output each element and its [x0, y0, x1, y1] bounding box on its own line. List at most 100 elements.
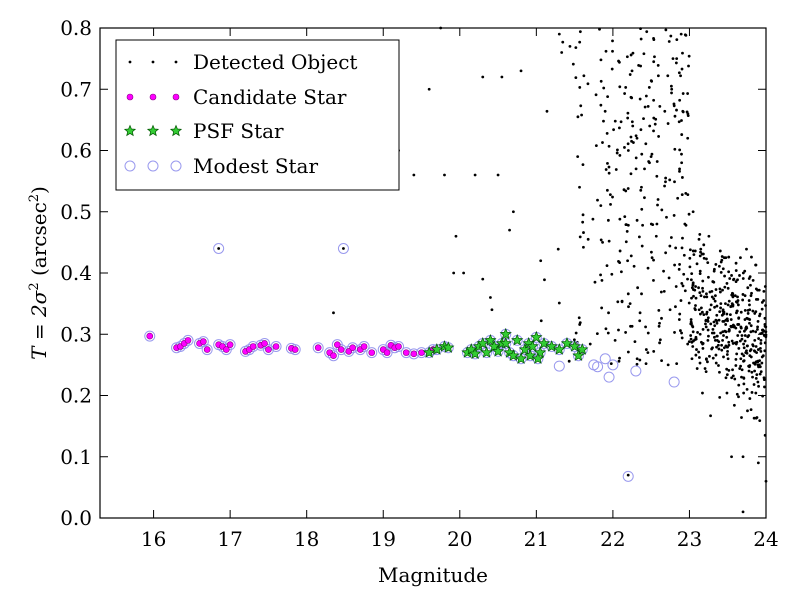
detected-object-point	[618, 217, 622, 221]
detected-object-point	[751, 278, 755, 282]
detected-object-point	[734, 326, 738, 330]
detected-object-point	[635, 357, 639, 361]
detected-object-point	[618, 126, 621, 130]
detected-object-point	[582, 245, 585, 249]
detected-object-point	[740, 375, 743, 379]
detected-object-point	[742, 359, 746, 362]
detected-object-point	[631, 124, 635, 128]
detected-object-point	[732, 325, 735, 329]
detected-object-point	[668, 244, 672, 248]
detected-object-point	[727, 343, 731, 347]
detected-object-point	[727, 329, 731, 333]
detected-object-point	[678, 167, 681, 171]
detected-object-point	[690, 357, 694, 361]
detected-object-point	[748, 397, 752, 400]
detected-object-point	[634, 156, 638, 160]
modest-star-point	[144, 330, 156, 342]
detected-object-point	[686, 277, 689, 281]
detected-object-point	[481, 75, 485, 79]
x-tick-label: 18	[294, 527, 319, 551]
detected-object-point	[695, 262, 699, 266]
detected-object-point	[690, 296, 693, 300]
detected-object-point	[673, 147, 677, 151]
psf-star-point	[531, 352, 544, 364]
detected-object-point	[626, 350, 630, 354]
detected-object-point	[704, 357, 708, 361]
detected-object-point	[496, 173, 500, 177]
candidate-star-point	[223, 346, 230, 353]
detected-object-point	[679, 299, 683, 302]
detected-object-point	[749, 408, 753, 411]
detected-object-point	[754, 263, 758, 267]
detected-object-point	[618, 356, 621, 360]
detected-object-point	[706, 316, 710, 320]
detected-object-point	[617, 359, 621, 363]
detected-object-point	[762, 289, 766, 293]
y-tick-label: 0.8	[60, 16, 92, 40]
detected-object-point	[753, 312, 757, 315]
detected-object-point	[677, 267, 681, 271]
detected-object-point	[640, 185, 643, 189]
detected-object-point	[760, 355, 764, 359]
detected-object-point	[737, 395, 740, 399]
detected-object-point	[694, 285, 697, 288]
detected-object-point	[719, 260, 723, 264]
detected-object-point	[605, 131, 609, 135]
detected-object-point	[646, 351, 650, 355]
detected-object-point	[717, 264, 721, 268]
plot-frame	[99, 27, 767, 519]
detected-object-point	[733, 377, 737, 381]
detected-object-point	[652, 37, 655, 40]
detected-object-point	[574, 76, 578, 80]
detected-object-point	[757, 288, 761, 292]
detected-object-point	[656, 74, 660, 78]
detected-object-point	[581, 220, 585, 224]
legend-marker-psf	[169, 124, 183, 137]
detected-object-point	[748, 303, 751, 307]
y-tick-label: 0.2	[60, 384, 92, 408]
detected-object-point	[643, 105, 647, 109]
detected-object-point	[758, 372, 762, 376]
detected-object-point	[745, 247, 748, 251]
detected-object-point	[698, 291, 702, 294]
detected-object-point	[489, 296, 492, 299]
detected-object-point	[715, 345, 718, 349]
y-axis-label: T = 2σ2 (arcsec2)	[27, 186, 51, 360]
detected-object-point	[688, 256, 692, 260]
detected-object-point	[694, 304, 697, 307]
psf-star-point	[511, 333, 524, 346]
detected-object-point	[711, 356, 715, 360]
detected-object-point	[697, 286, 700, 290]
detected-object-point	[650, 250, 653, 254]
detected-object-point	[730, 376, 734, 380]
detected-object-point	[687, 340, 691, 343]
y-axis-label-close: )	[27, 186, 51, 194]
detected-object-point	[743, 318, 747, 321]
detected-object-point	[718, 370, 721, 374]
detected-object-point	[734, 341, 737, 345]
detected-object-point	[681, 92, 685, 95]
detected-object-point	[686, 193, 690, 197]
detected-object-point	[622, 188, 626, 192]
detected-object-point	[689, 278, 693, 282]
psf-star-point	[518, 343, 531, 355]
detected-object-point	[706, 338, 710, 342]
detected-object-point	[539, 259, 543, 263]
y-tick-label: 0.5	[60, 200, 92, 224]
detected-object-point	[644, 94, 648, 98]
detected-object-point	[625, 55, 629, 59]
psf-star-point	[476, 337, 489, 349]
detected-object-point	[707, 334, 710, 338]
detected-object-point	[688, 265, 692, 269]
candidate-star-point	[334, 341, 341, 348]
detected-object-point	[626, 149, 630, 152]
detected-object-point	[720, 255, 724, 258]
detected-object-point	[604, 49, 608, 53]
detected-object-point	[626, 473, 630, 477]
detected-object-point	[640, 292, 643, 296]
detected-object-point	[604, 168, 608, 171]
detected-object-point	[754, 416, 758, 420]
detected-object-point	[640, 207, 644, 211]
detected-object-point	[701, 286, 704, 290]
